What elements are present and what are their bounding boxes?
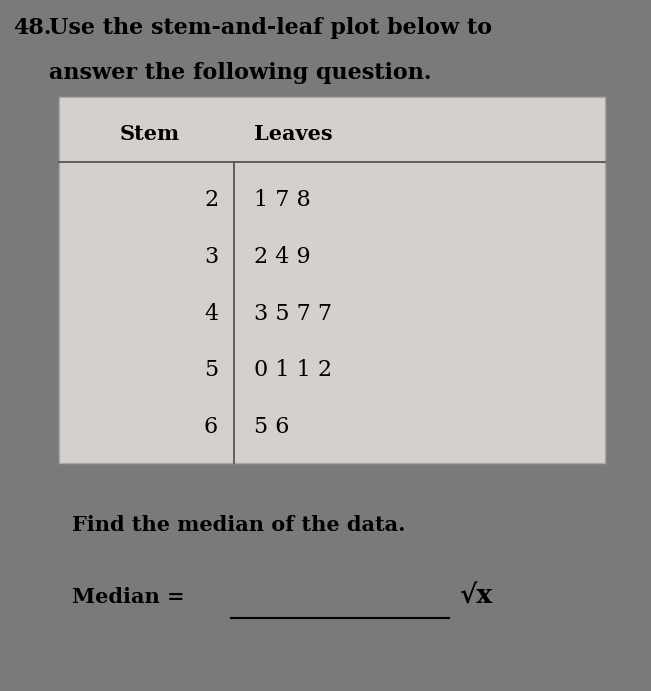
Text: √x: √x [459,584,492,609]
Text: 0 1 1 2: 0 1 1 2 [254,359,332,381]
Text: 5 6: 5 6 [254,416,289,438]
Text: 3: 3 [204,246,218,268]
Text: Find the median of the data.: Find the median of the data. [72,515,405,535]
Text: 6: 6 [204,416,218,438]
Text: 48.: 48. [13,17,51,39]
Text: 1 7 8: 1 7 8 [254,189,311,211]
Text: 2: 2 [204,189,218,211]
Text: Use the stem-and-leaf plot below to: Use the stem-and-leaf plot below to [49,17,492,39]
Text: answer the following question.: answer the following question. [49,62,432,84]
FancyBboxPatch shape [59,97,605,463]
Text: Median =: Median = [72,587,184,607]
Text: 4: 4 [204,303,218,325]
Text: 3 5 7 7: 3 5 7 7 [254,303,332,325]
Text: 5: 5 [204,359,218,381]
Text: 2 4 9: 2 4 9 [254,246,311,268]
Text: Stem: Stem [120,124,180,144]
Text: Leaves: Leaves [254,124,333,144]
